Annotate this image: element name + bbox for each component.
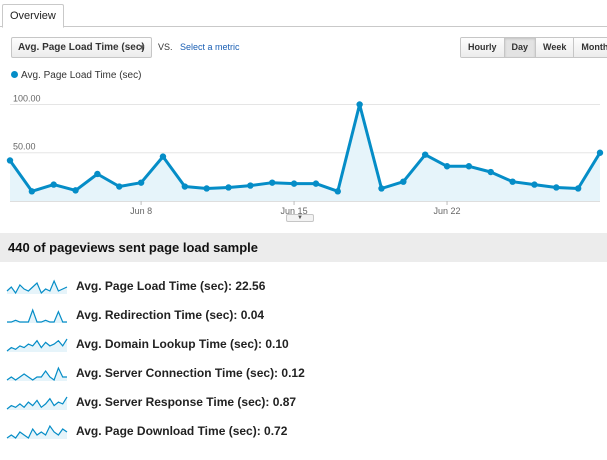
sparkline-area xyxy=(7,339,67,352)
metric-value: 0.10 xyxy=(265,337,289,351)
metric-name: Avg. Page Download Time (sec): xyxy=(76,424,265,438)
metric-label[interactable]: Avg. Page Download Time (sec): 0.72 xyxy=(76,424,287,438)
metric-select-value: Avg. Page Load Time (sec) xyxy=(18,42,145,53)
sparkline-line xyxy=(6,396,68,410)
metric-label[interactable]: Avg. Server Response Time (sec): 0.87 xyxy=(76,395,296,409)
data-point[interactable] xyxy=(50,181,57,188)
sparkline xyxy=(6,338,68,352)
y-tick-label: 50.00 xyxy=(13,142,36,152)
summary-header: 440 of pageviews sent page load sample xyxy=(0,233,607,262)
sparkline-line xyxy=(6,338,68,352)
metric-row: Avg. Redirection Time (sec): 0.04 xyxy=(0,305,607,327)
metric-row: Avg. Domain Lookup Time (sec): 0.10 xyxy=(0,334,607,356)
metric-name: Avg. Server Connection Time (sec): xyxy=(76,366,282,380)
granularity-hourly-button[interactable]: Hourly xyxy=(461,38,504,57)
data-point[interactable] xyxy=(378,185,385,192)
metric-label[interactable]: Avg. Server Connection Time (sec): 0.12 xyxy=(76,366,305,380)
y-tick-label: 100.00 xyxy=(13,93,41,103)
metric-value: 0.72 xyxy=(264,424,288,438)
data-point[interactable] xyxy=(356,101,363,108)
sparkline xyxy=(7,308,67,323)
x-tick-label: Jun 15 xyxy=(281,206,308,214)
metric-value: 0.04 xyxy=(240,308,265,322)
chevron-down-icon: ▼ xyxy=(138,43,146,52)
sparkline xyxy=(6,366,67,381)
metric-name: Avg. Page Load Time (sec): xyxy=(76,279,236,293)
chart-resize-handle[interactable]: ▼ xyxy=(286,214,314,222)
data-point[interactable] xyxy=(225,184,232,191)
metric-value: 0.87 xyxy=(272,395,297,409)
sparkline-area xyxy=(7,397,67,410)
sparkline xyxy=(6,396,68,410)
legend-label: Avg. Page Load Time (sec) xyxy=(21,70,142,81)
granularity-day-button[interactable]: Day xyxy=(503,38,536,57)
metric-row: Avg. Server Response Time (sec): 0.87 xyxy=(0,392,607,414)
select-metric-link[interactable]: Select a metric xyxy=(180,42,240,52)
metric-value: 22.56 xyxy=(235,279,266,293)
metric-row: Avg. Page Load Time (sec): 22.56 xyxy=(0,276,607,298)
series-area xyxy=(10,104,600,201)
data-point[interactable] xyxy=(203,185,210,192)
sparkline-line xyxy=(7,308,67,323)
sparkline-line xyxy=(6,366,67,381)
x-tick-label: Jun 22 xyxy=(434,206,461,214)
metric-label[interactable]: Avg. Page Load Time (sec): 22.56 xyxy=(76,279,265,293)
sparkline-area xyxy=(7,281,67,294)
data-point[interactable] xyxy=(443,163,451,170)
sparkline-line xyxy=(6,424,68,439)
data-point[interactable] xyxy=(509,178,516,185)
data-point[interactable] xyxy=(247,182,254,189)
data-point[interactable] xyxy=(312,180,320,187)
metric-name: Avg. Domain Lookup Time (sec): xyxy=(76,337,266,351)
metric-row: Avg. Server Connection Time (sec): 0.12 xyxy=(0,363,607,385)
sparkline xyxy=(6,279,68,295)
data-point[interactable] xyxy=(465,163,473,170)
data-point[interactable] xyxy=(574,185,582,192)
series-line xyxy=(8,103,602,193)
metric-label[interactable]: Avg. Redirection Time (sec): 0.04 xyxy=(76,308,264,322)
metric-value: 0.12 xyxy=(281,366,305,380)
metric-row: Avg. Page Download Time (sec): 0.72 xyxy=(0,421,607,443)
data-point[interactable] xyxy=(116,183,123,190)
granularity-month-button[interactable]: Month xyxy=(573,38,607,57)
vs-label: VS. xyxy=(158,42,173,52)
data-point[interactable] xyxy=(421,151,429,158)
granularity-week-button[interactable]: Week xyxy=(535,38,574,57)
data-point[interactable] xyxy=(159,153,167,160)
metric-name: Avg. Server Response Time (sec): xyxy=(76,395,273,409)
data-point[interactable] xyxy=(487,168,494,176)
sparkline-line xyxy=(6,279,68,295)
data-point[interactable] xyxy=(290,180,298,187)
x-tick-label: Jun 8 xyxy=(130,206,152,214)
data-point[interactable] xyxy=(137,179,145,186)
data-point[interactable] xyxy=(6,157,14,164)
data-point[interactable] xyxy=(72,187,79,194)
page-load-chart: 100.00 50.00 Jun 8 Jun 15 Jun 22 xyxy=(6,93,604,214)
chart-legend: Avg. Page Load Time (sec) xyxy=(11,70,141,81)
granularity-toggle: Hourly Day Week Month xyxy=(460,37,607,58)
data-point[interactable] xyxy=(531,181,538,188)
data-point[interactable] xyxy=(28,188,36,195)
data-point[interactable] xyxy=(553,184,560,191)
sparkline-area xyxy=(7,368,67,381)
data-point[interactable] xyxy=(181,183,189,190)
metric-name: Avg. Redirection Time (sec): xyxy=(76,308,241,322)
data-point[interactable] xyxy=(334,188,341,195)
metric-select[interactable]: Avg. Page Load Time (sec) ▼ xyxy=(11,37,152,58)
data-point[interactable] xyxy=(94,170,101,178)
data-point[interactable] xyxy=(269,179,276,186)
legend-dot-icon xyxy=(11,71,18,78)
data-point[interactable] xyxy=(596,149,604,156)
data-point[interactable] xyxy=(400,178,407,185)
metric-label[interactable]: Avg. Domain Lookup Time (sec): 0.10 xyxy=(76,337,289,351)
sparkline xyxy=(6,424,68,439)
tab-overview[interactable]: Overview xyxy=(2,4,64,28)
tab-bar: Overview xyxy=(0,0,607,28)
